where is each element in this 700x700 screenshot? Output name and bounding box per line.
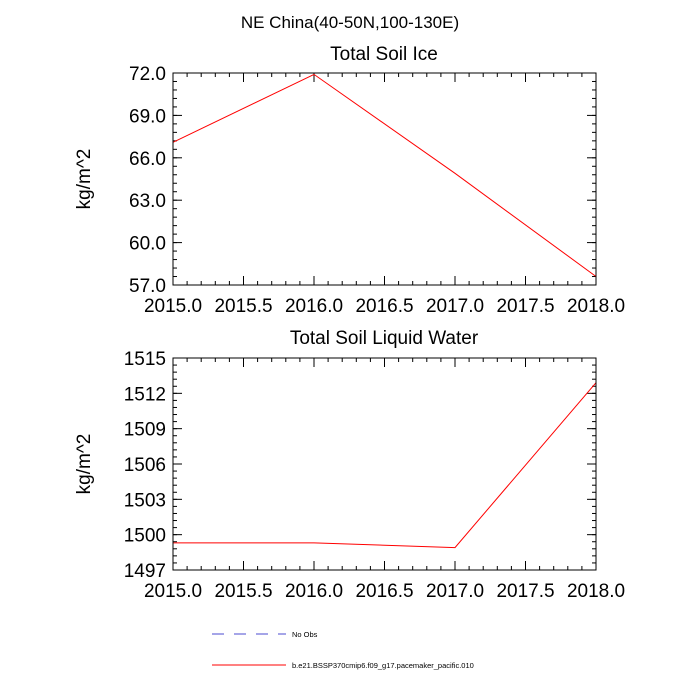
y-tick-label: 1515 — [124, 349, 166, 370]
x-tick-label: 2016.5 — [355, 296, 413, 317]
x-tick-label: 2015.5 — [214, 581, 272, 602]
plot-area — [173, 382, 597, 549]
panel-total-soil-ice: Total Soil Ice kg/m^2 2015.0 2015.5 2016.0… — [74, 44, 625, 317]
y-tick-label: 69.0 — [129, 106, 166, 127]
legend-label-model: b.e21.BSSP370cmip6.f09_g17.pacemaker_pac… — [292, 661, 474, 670]
plot-area — [172, 73, 597, 277]
x-tick-label: 2016.0 — [285, 581, 343, 602]
x-tick-label: 2015.5 — [214, 296, 272, 317]
y-tick-label: 60.0 — [129, 234, 166, 255]
x-tick-label: 2018.0 — [567, 581, 625, 602]
plot-frame — [172, 357, 597, 571]
y-tick-label: 63.0 — [129, 191, 166, 212]
figure-title: NE China(40-50N,100-130E) — [241, 13, 459, 32]
series-line — [173, 382, 597, 549]
legend: No Obs b.e21.BSSP370cmip6.f09_g17.pacema… — [212, 630, 474, 670]
x-tick-label: 2017.5 — [496, 296, 554, 317]
y-tick-label: 1506 — [124, 455, 166, 476]
x-tick-label: 2018.0 — [567, 296, 625, 317]
y-tick-label: 1503 — [124, 490, 166, 511]
y-axis-label: kg/m^2 — [74, 149, 95, 210]
panel-total-soil-liquid-water: Total Soil Liquid Water kg/m^2 2015.0 201… — [74, 328, 625, 602]
x-tick-label: 2016.5 — [355, 581, 413, 602]
axis-ticks: 2015.0 2015.5 2016.0 2016.5 2017.0 2017.5 2018… — [124, 349, 625, 602]
y-tick-label: 1509 — [124, 420, 166, 441]
x-tick-label: 2015.0 — [144, 581, 202, 602]
y-tick-label: 72.0 — [129, 64, 166, 85]
chart-title: Total Soil Ice — [330, 44, 438, 65]
plot-frame — [172, 72, 597, 286]
x-tick-label: 2015.0 — [144, 296, 202, 317]
y-tick-label: 1512 — [124, 384, 166, 405]
y-tick-label: 1500 — [124, 526, 166, 547]
y-tick-label: 1497 — [124, 561, 166, 582]
chart-title: Total Soil Liquid Water — [290, 328, 479, 349]
y-tick-label: 57.0 — [129, 276, 166, 297]
x-tick-label: 2016.0 — [285, 296, 343, 317]
y-tick-label: 66.0 — [129, 149, 166, 170]
axis-ticks: 2015.0 2015.5 2016.0 2016.5 2017.0 2017.5 2018… — [129, 64, 625, 317]
x-tick-label: 2017.0 — [426, 296, 484, 317]
y-axis-label: kg/m^2 — [74, 434, 95, 495]
series-line — [172, 73, 597, 277]
x-tick-label: 2017.5 — [496, 581, 554, 602]
x-tick-label: 2017.0 — [426, 581, 484, 602]
legend-label-no-obs: No Obs — [292, 630, 318, 639]
